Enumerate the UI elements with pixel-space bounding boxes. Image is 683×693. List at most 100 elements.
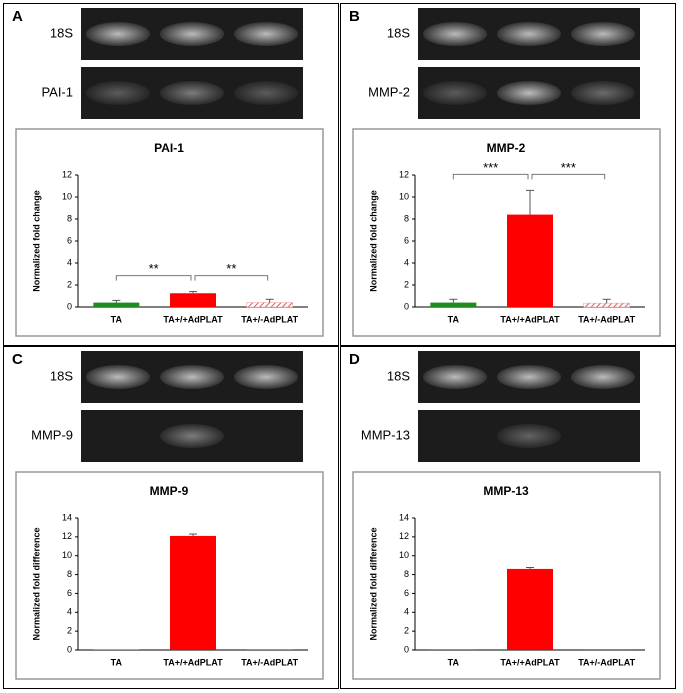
significance-label: ** [226, 261, 236, 276]
panel-letter: C [12, 351, 23, 368]
panel-letter: D [349, 351, 360, 368]
y-tick-label: 4 [404, 607, 409, 617]
panel: A 18S PAI-1 PAI-1 Normalized fold change 0 2 4 6… [3, 3, 339, 346]
x-tick-label: TA+/-AdPLAT [578, 314, 635, 324]
x-tick-label: TA [448, 314, 460, 324]
significance-bracket [531, 173, 606, 180]
bar [170, 293, 216, 307]
x-tick-label: TA+/-AdPLAT [241, 657, 298, 667]
y-tick-label: 10 [399, 550, 409, 560]
gel-label: 18S [50, 25, 73, 40]
x-tick-label: TA [448, 657, 460, 667]
gel-label: MMP-9 [31, 427, 73, 442]
gel-band [160, 81, 224, 105]
y-tick-label: 6 [67, 235, 72, 245]
x-tick-label: TA+/+AdPLAT [500, 657, 560, 667]
y-axis-label: Normalized fold difference [31, 527, 41, 640]
y-tick-label: 4 [67, 607, 72, 617]
gel-band [160, 22, 224, 46]
y-tick-label: 0 [67, 644, 72, 654]
panel: C 18S MMP-9 MMP-9 Normalized fold difference… [3, 346, 339, 689]
gel-band [234, 22, 298, 46]
bar [507, 568, 553, 650]
gel-band [571, 81, 635, 105]
y-tick-label: 2 [67, 279, 72, 289]
error-bar [602, 298, 611, 304]
gel-label: 18S [50, 368, 73, 383]
y-axis-label: Normalized fold difference [368, 527, 378, 640]
chart-title: PAI-1 [154, 141, 184, 155]
significance-label: ** [149, 261, 159, 276]
y-tick-label: 2 [404, 626, 409, 636]
y-tick-label: 0 [404, 301, 409, 311]
significance-bracket [452, 173, 529, 180]
bar [93, 302, 140, 307]
significance-bracket [115, 275, 192, 281]
error-bar [449, 298, 458, 303]
y-tick-label: 8 [67, 569, 72, 579]
y-tick-label: 8 [67, 213, 72, 223]
gel-band [571, 22, 635, 46]
gel-label: 18S [387, 368, 410, 383]
x-tick-label: TA+/-AdPLAT [578, 657, 635, 667]
gel-band [423, 365, 487, 389]
panel: B 18S MMP-2 MMP-2 Normalized fold change 0 2 4 6… [340, 3, 676, 346]
gel-band [497, 424, 561, 448]
y-tick-label: 14 [62, 512, 72, 522]
y-tick-label: 6 [404, 235, 409, 245]
gel-band [160, 424, 224, 448]
chart-box [15, 128, 324, 337]
bar [583, 302, 630, 308]
gel-band [571, 365, 635, 389]
panel-border [340, 3, 676, 346]
gel-band [497, 81, 561, 105]
y-tick-label: 8 [404, 213, 409, 223]
y-tick-label: 2 [404, 279, 409, 289]
y-tick-label: 8 [404, 569, 409, 579]
gel-band [423, 22, 487, 46]
gel-label: PAI-1 [41, 84, 73, 99]
error-bar [189, 533, 197, 536]
panel: D 18S MMP-13 MMP-13 Normalized fold differen… [340, 346, 676, 689]
chart-title: MMP-13 [483, 484, 529, 498]
y-axis-label: Normalized fold change [368, 190, 378, 292]
y-tick-label: 12 [399, 531, 409, 541]
gel-band [234, 81, 298, 105]
panel-letter: B [349, 8, 360, 25]
panel-border [3, 346, 339, 689]
gel-band [423, 81, 487, 105]
y-tick-label: 12 [62, 531, 72, 541]
chart-title: MMP-9 [150, 484, 189, 498]
panel-border [3, 3, 339, 346]
error-bar [112, 299, 121, 303]
y-tick-label: 14 [399, 512, 409, 522]
error-bar [265, 298, 274, 303]
x-tick-label: TA+/+AdPLAT [163, 314, 223, 324]
y-tick-label: 4 [67, 257, 72, 267]
y-tick-label: 10 [62, 550, 72, 560]
significance-bracket [194, 275, 269, 281]
y-tick-label: 0 [67, 301, 72, 311]
error-bar [189, 291, 197, 294]
y-axis-label: Normalized fold change [31, 190, 41, 292]
gel-band [160, 365, 224, 389]
gel-label: 18S [387, 25, 410, 40]
y-tick-label: 6 [404, 588, 409, 598]
panel-letter: A [12, 8, 23, 25]
gel-band [86, 22, 150, 46]
chart-box [15, 471, 324, 680]
gel-label: MMP-2 [368, 84, 410, 99]
bar [170, 535, 216, 650]
y-tick-label: 6 [67, 588, 72, 598]
y-tick-label: 12 [399, 169, 409, 179]
bar [246, 302, 293, 308]
bar [507, 214, 553, 307]
chart-title: MMP-2 [487, 141, 526, 155]
gel-band [497, 22, 561, 46]
y-tick-label: 10 [62, 191, 72, 201]
significance-label: *** [561, 160, 576, 175]
significance-label: *** [483, 160, 498, 175]
y-tick-label: 10 [399, 191, 409, 201]
gel-band [86, 81, 150, 105]
